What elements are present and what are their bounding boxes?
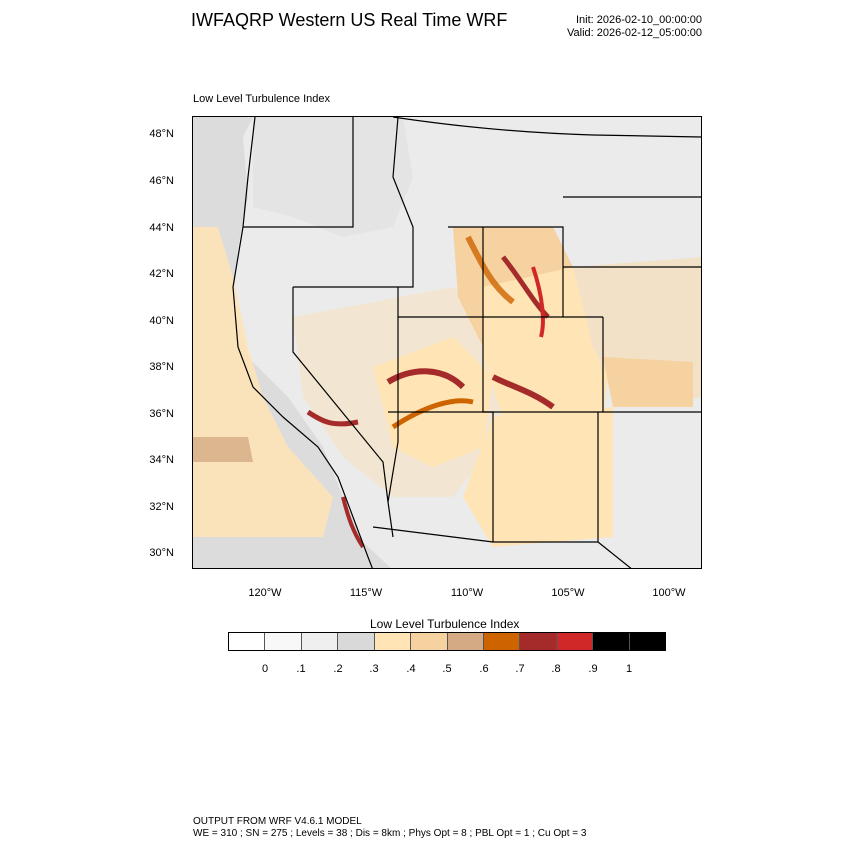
colorbar-swatch (411, 633, 448, 650)
lat-label: 36°N (149, 408, 174, 420)
colorbar-title: Low Level Turbulence Index (370, 617, 520, 631)
colorbar-label: .3 (369, 663, 379, 675)
border-mexico (372, 526, 494, 543)
colorbar-swatch (265, 633, 302, 650)
ocean-turbulence-core (193, 437, 253, 462)
init-time: Init: 2026-02-10_00:00:00 (576, 14, 702, 26)
colorbar-label: 1 (625, 663, 633, 675)
border-wa-or (243, 117, 354, 228)
border-or-id (293, 117, 414, 288)
streak-arizona (391, 398, 474, 430)
colorbar-label: 0 (261, 663, 269, 675)
colorbar-swatch (556, 633, 594, 650)
rockies-south-region (483, 267, 613, 447)
footer-config: WE = 310 ; SN = 275 ; Levels = 38 ; Dis … (193, 828, 587, 839)
colorbar-swatch (629, 633, 666, 650)
colorbar-swatch (338, 633, 375, 650)
border-co (482, 317, 604, 413)
map-panel (192, 116, 702, 569)
border-nv-ut (387, 287, 399, 538)
lat-label: 46°N (149, 175, 174, 187)
northwest-region (253, 117, 413, 237)
colorbar-label: .6 (479, 663, 489, 675)
colorbar-swatch (374, 633, 412, 650)
streak-wyoming (465, 235, 515, 305)
colorbar-swatch (229, 633, 266, 650)
colorbar (228, 632, 666, 651)
colorbar-label: .4 (406, 663, 416, 675)
lon-label: 110°W (450, 587, 484, 599)
streak-sierra (306, 409, 359, 427)
lat-label: 44°N (149, 222, 174, 234)
streak-utah (386, 368, 466, 390)
valid-time: Valid: 2026-02-12_05:00:00 (567, 27, 702, 39)
utah-arizona-region (373, 337, 493, 467)
streak-colorado-front (531, 266, 545, 338)
colorbar-swatch (593, 633, 630, 650)
colorbar-label: .1 (296, 663, 306, 675)
plot-title: IWFAQRP Western US Real Time WRF (191, 10, 508, 30)
lat-label: 32°N (149, 501, 174, 513)
border-canada (392, 117, 701, 138)
lon-label: 100°W (652, 587, 686, 599)
lon-label: 120°W (248, 587, 282, 599)
border-ca-nv (292, 287, 389, 503)
lat-label: 34°N (149, 454, 174, 466)
border-wy (448, 226, 564, 317)
colorbar-label: .8 (551, 663, 561, 675)
colorbar-swatch (447, 633, 484, 650)
colorbar-swatch (301, 633, 339, 650)
colorbar-swatch (520, 633, 557, 650)
map-canvas (193, 117, 701, 568)
panel-title: Low Level Turbulence Index (193, 93, 330, 105)
lon-label: 115°W (349, 587, 383, 599)
lat-label: 38°N (149, 361, 174, 373)
colorbar-label: .5 (442, 663, 452, 675)
footer-model: OUTPUT FROM WRF V4.6.1 MODEL (193, 816, 362, 827)
lat-label: 48°N (149, 128, 174, 140)
coastline (232, 117, 373, 568)
lon-label: 105°W (551, 587, 585, 599)
lat-label: 42°N (149, 268, 174, 280)
lat-label: 30°N (149, 547, 174, 559)
new-mexico-region (463, 407, 613, 547)
colorbar-label: .7 (515, 663, 525, 675)
colorbar-label: .9 (588, 663, 598, 675)
streak-baja (341, 496, 365, 549)
streak-colorado-south (491, 374, 555, 410)
lat-label: 40°N (149, 315, 174, 327)
border-az-nm (388, 411, 494, 542)
colorbar-label: .2 (333, 663, 343, 675)
kansas-region (603, 357, 693, 407)
colorbar-swatch (483, 633, 521, 650)
border-tx (597, 541, 632, 568)
